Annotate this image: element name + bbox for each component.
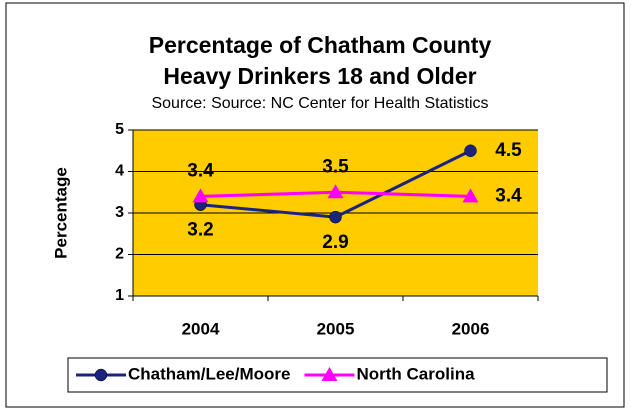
x-tick-label: 2006 bbox=[452, 319, 490, 338]
marker bbox=[192, 188, 209, 203]
y-tick-label: 3 bbox=[115, 204, 124, 221]
marker bbox=[464, 144, 477, 157]
chart-title: Percentage of Chatham County bbox=[149, 32, 492, 58]
data-label: 3.2 bbox=[187, 220, 213, 241]
chart-subtitle: Source: Source: NC Center for Health Sta… bbox=[151, 95, 488, 112]
marker bbox=[462, 188, 479, 203]
legend-label: North Carolina bbox=[356, 364, 475, 383]
data-label: 3.4 bbox=[495, 185, 522, 206]
y-tick-label: 1 bbox=[115, 287, 124, 304]
marker bbox=[329, 210, 342, 224]
marker bbox=[321, 367, 338, 381]
data-label: 3.5 bbox=[322, 156, 349, 177]
x-tick-label: 2004 bbox=[182, 319, 220, 338]
data-label: 4.5 bbox=[495, 140, 522, 161]
y-tick-label: 5 bbox=[115, 121, 124, 138]
legend-label: Chatham/Lee/Moore bbox=[128, 364, 290, 383]
y-tick-label: 4 bbox=[115, 163, 124, 180]
data-label: 2.9 bbox=[322, 232, 348, 253]
data-label: 3.4 bbox=[187, 160, 214, 181]
marker bbox=[327, 184, 344, 199]
chart-title: Heavy Drinkers 18 and Older bbox=[163, 63, 476, 89]
marker bbox=[94, 368, 108, 382]
y-axis-label: Percentage bbox=[51, 167, 70, 259]
y-tick-label: 2 bbox=[115, 246, 124, 263]
x-tick-label: 2005 bbox=[317, 319, 355, 338]
